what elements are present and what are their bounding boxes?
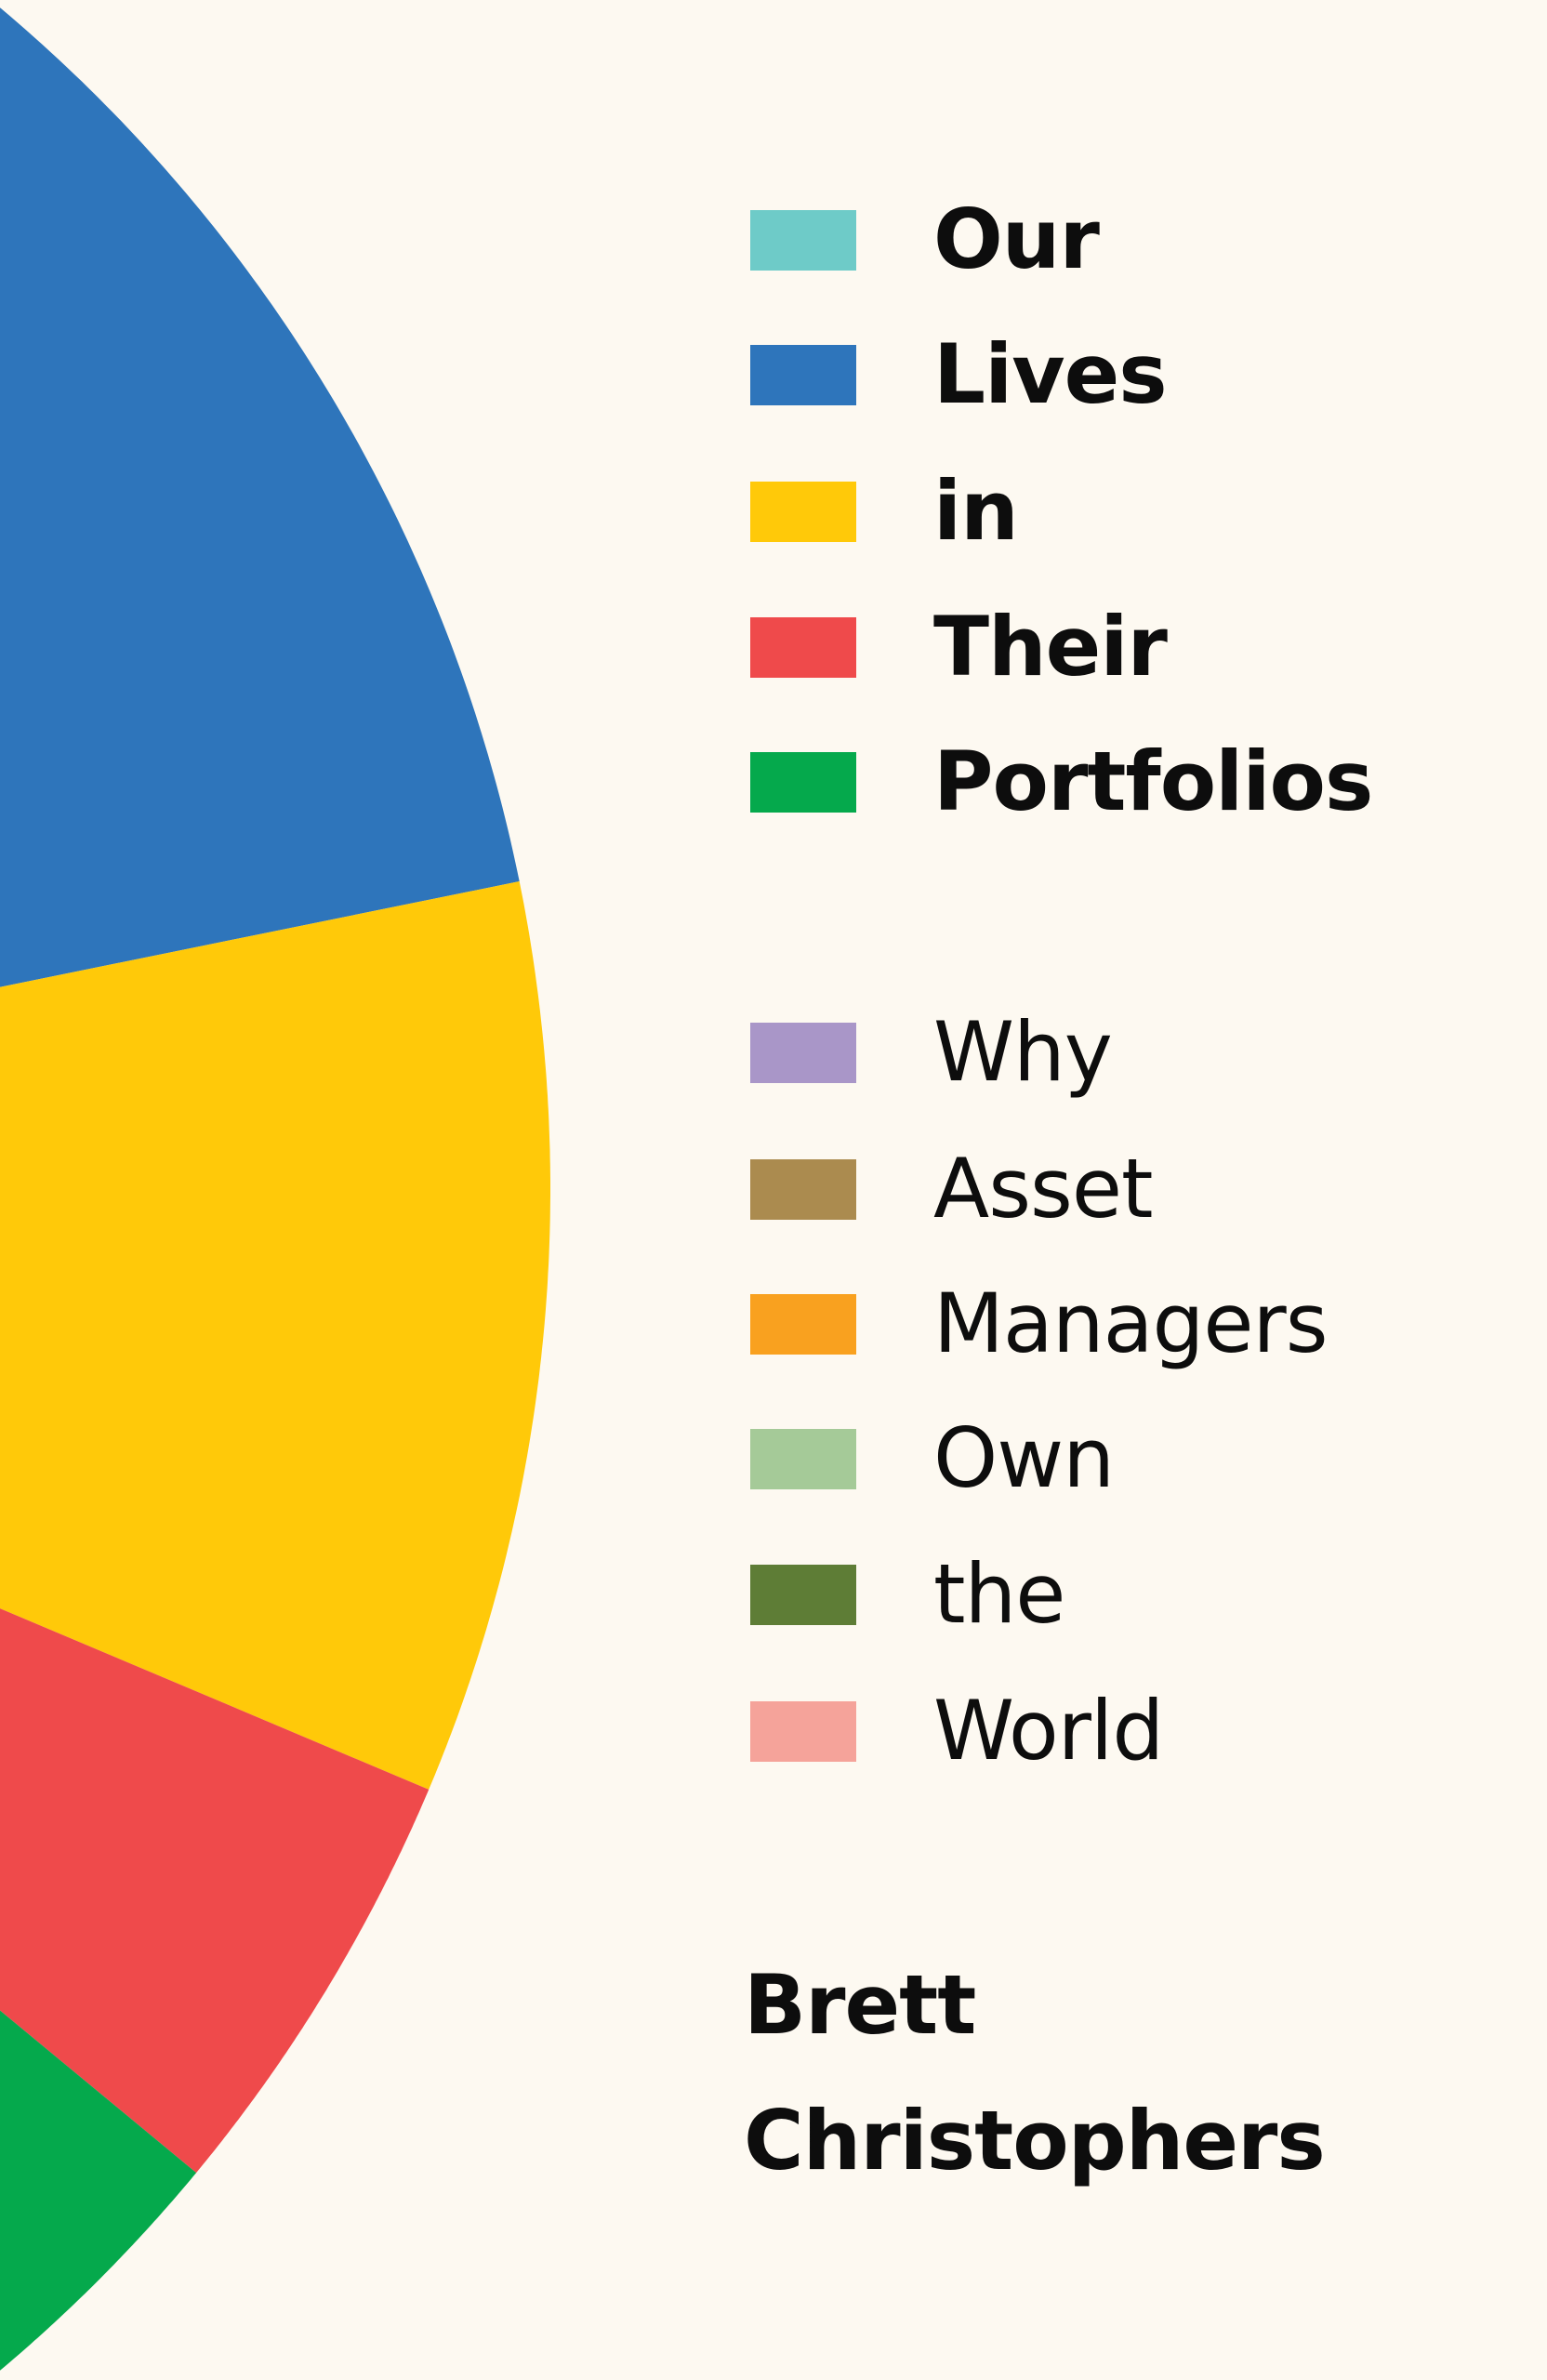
legend-word: Their	[933, 599, 1168, 694]
legend-word: Portfolios	[933, 734, 1373, 829]
color-swatch	[750, 751, 856, 813]
legend-row: Portfolios	[750, 714, 1373, 850]
author-first-name: Brett	[744, 1957, 976, 2053]
color-swatch	[750, 1158, 856, 1220]
legend-word: Why	[933, 1004, 1113, 1100]
color-swatch	[750, 209, 856, 271]
pie-slice	[0, 2010, 197, 2371]
color-swatch	[750, 1428, 856, 1489]
color-swatch	[750, 481, 856, 542]
legend-word: Our	[933, 192, 1100, 287]
color-swatch	[750, 1293, 856, 1355]
legend-row: World	[750, 1663, 1164, 1799]
legend-word: the	[933, 1546, 1065, 1642]
pie-slice	[0, 881, 550, 1790]
legend-row: Asset	[750, 1121, 1154, 1257]
legend-row: the	[750, 1527, 1065, 1662]
color-swatch	[750, 1700, 856, 1762]
legend-word: Managers	[933, 1276, 1329, 1371]
legend-word: in	[933, 463, 1019, 559]
legend-row: Why	[750, 985, 1113, 1120]
legend-row: Their	[750, 579, 1168, 715]
legend-row: in	[750, 443, 1019, 579]
legend-row: Managers	[750, 1256, 1329, 1392]
legend-word: Lives	[933, 326, 1168, 422]
pie-slice	[0, 1608, 430, 2174]
pie-slice	[0, 7, 520, 987]
legend-row: Our	[750, 172, 1100, 308]
legend-row: Lives	[750, 307, 1168, 443]
legend-word: Asset	[933, 1141, 1154, 1236]
legend-row: Own	[750, 1391, 1115, 1527]
author-last-name: Christophers	[744, 2093, 1326, 2188]
color-swatch	[750, 344, 856, 405]
legend-word: World	[933, 1683, 1164, 1778]
color-swatch	[750, 1564, 856, 1625]
color-swatch	[750, 616, 856, 678]
legend-word: Own	[933, 1410, 1115, 1506]
color-swatch	[750, 1022, 856, 1083]
